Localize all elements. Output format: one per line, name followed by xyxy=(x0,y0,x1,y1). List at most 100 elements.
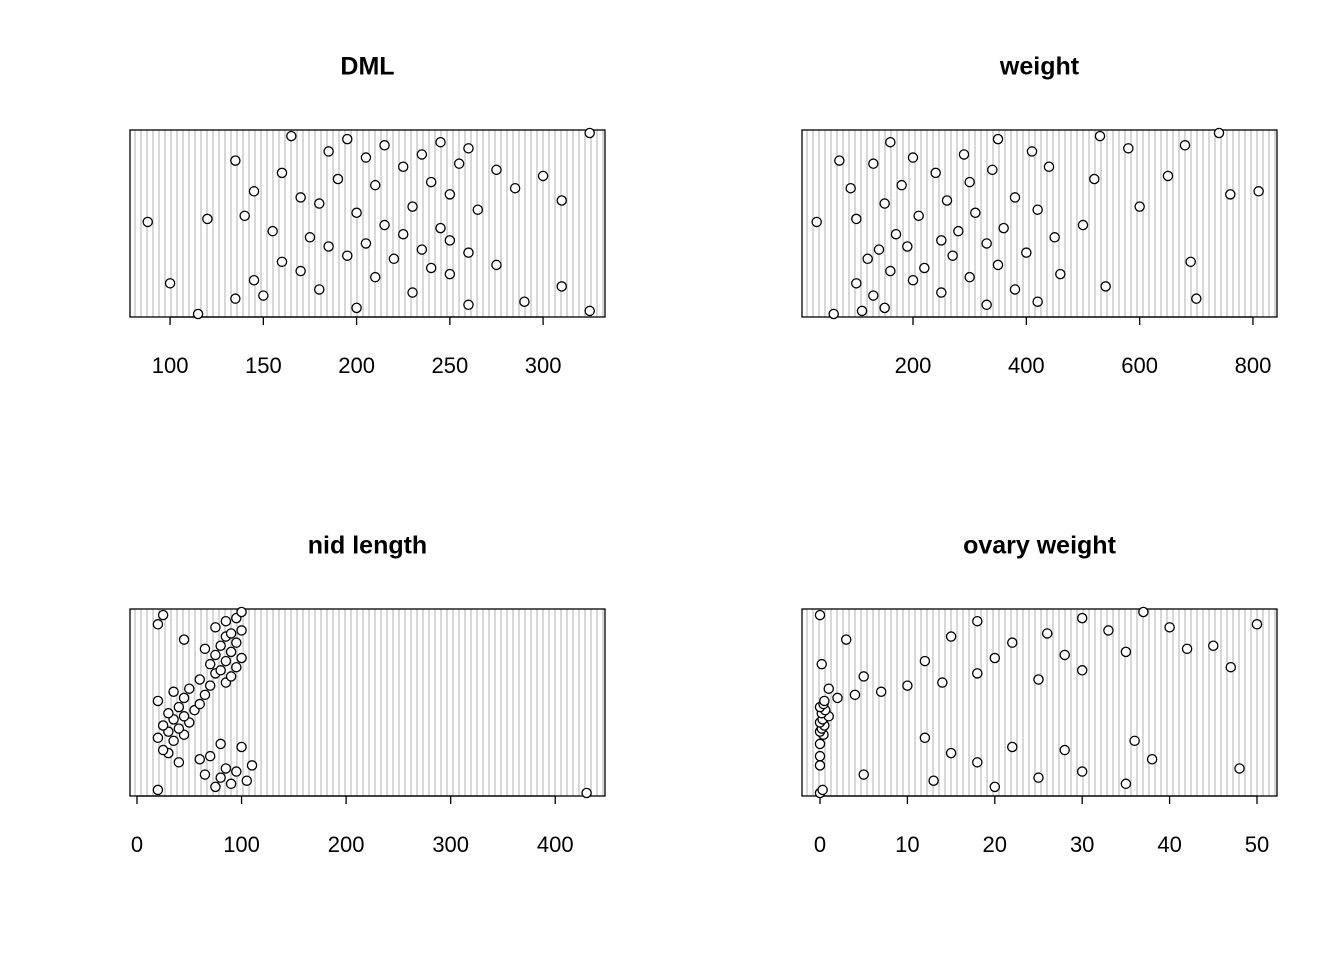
dot xyxy=(360,238,372,249)
dot xyxy=(199,689,211,701)
x-tick-label: 30 xyxy=(1070,832,1094,857)
dot xyxy=(210,781,221,793)
x-tick-label: 800 xyxy=(1235,353,1272,378)
dot xyxy=(849,689,861,701)
dot xyxy=(509,182,521,194)
dot xyxy=(231,661,242,673)
dot xyxy=(913,210,924,222)
dot xyxy=(1123,143,1134,154)
dot xyxy=(1033,674,1044,685)
dot xyxy=(1077,219,1089,231)
dot xyxy=(379,140,390,151)
dot xyxy=(220,655,232,667)
dot xyxy=(1120,778,1132,790)
dot xyxy=(964,176,975,188)
stripes xyxy=(130,609,605,796)
dot xyxy=(1032,296,1043,307)
dot xyxy=(225,671,237,682)
dot xyxy=(491,164,502,176)
x-tick-label: 200 xyxy=(328,832,365,857)
dot xyxy=(1179,140,1191,151)
dot xyxy=(981,238,992,249)
dot xyxy=(463,299,474,311)
dot xyxy=(407,201,418,212)
x-tick-label: 600 xyxy=(1121,353,1158,378)
dot xyxy=(1021,247,1032,258)
dot xyxy=(902,241,913,252)
dot xyxy=(444,268,456,280)
dot xyxy=(890,228,902,240)
dot xyxy=(834,155,845,166)
dot xyxy=(178,711,190,722)
dot xyxy=(168,686,179,698)
x-tick-label: 200 xyxy=(338,353,375,378)
dot xyxy=(1234,763,1245,774)
dot xyxy=(276,256,288,268)
dot xyxy=(1089,173,1100,185)
dot xyxy=(194,674,205,685)
dot xyxy=(1208,640,1219,651)
dot xyxy=(163,707,174,719)
dot xyxy=(1076,766,1088,777)
dot xyxy=(231,766,242,777)
dot xyxy=(304,232,316,243)
dot xyxy=(444,235,456,246)
dot xyxy=(537,170,549,182)
dot xyxy=(1146,754,1158,765)
dot xyxy=(972,757,983,768)
dot xyxy=(972,615,983,627)
dot xyxy=(416,244,428,255)
dot xyxy=(1094,130,1106,142)
x-tick-label: 0 xyxy=(814,832,826,857)
dot xyxy=(178,692,190,704)
dot xyxy=(435,136,446,148)
dot xyxy=(1251,619,1263,630)
dot xyxy=(823,683,834,694)
dot xyxy=(1162,170,1174,182)
dot xyxy=(332,173,344,185)
dot xyxy=(811,216,822,228)
dot xyxy=(919,732,931,744)
x-tick-label: 10 xyxy=(895,832,919,857)
dot xyxy=(351,207,362,219)
x-tick-label: 0 xyxy=(131,832,143,857)
dot xyxy=(972,668,983,679)
dot xyxy=(945,747,957,759)
dot xyxy=(814,609,826,621)
dot xyxy=(970,207,981,219)
dot xyxy=(225,646,237,658)
dot xyxy=(819,695,830,707)
dot xyxy=(907,152,919,163)
dot xyxy=(885,136,896,148)
dot xyxy=(868,290,879,301)
dot xyxy=(323,241,334,252)
x-tick-label: 200 xyxy=(895,353,932,378)
dot xyxy=(953,225,964,237)
dot xyxy=(947,250,958,261)
dot xyxy=(204,750,216,762)
dot xyxy=(1129,735,1140,747)
dot xyxy=(862,253,873,265)
dot xyxy=(379,219,390,231)
dot xyxy=(463,143,474,154)
dot xyxy=(276,167,288,179)
dot xyxy=(267,225,278,237)
dot xyxy=(814,760,826,771)
dot xyxy=(491,259,502,271)
dot xyxy=(1253,186,1264,197)
dot xyxy=(868,158,879,169)
dot xyxy=(1009,192,1021,203)
dot xyxy=(584,305,595,317)
dot xyxy=(463,247,474,258)
dot xyxy=(173,701,185,713)
dot xyxy=(1191,293,1202,304)
dot xyxy=(397,228,409,240)
dot xyxy=(879,302,890,314)
dot xyxy=(1043,161,1055,172)
dot xyxy=(992,133,1004,145)
dot xyxy=(202,213,213,225)
dot xyxy=(581,787,592,799)
dot xyxy=(236,606,247,618)
x-tick-label: 300 xyxy=(525,353,562,378)
dot xyxy=(258,290,269,301)
